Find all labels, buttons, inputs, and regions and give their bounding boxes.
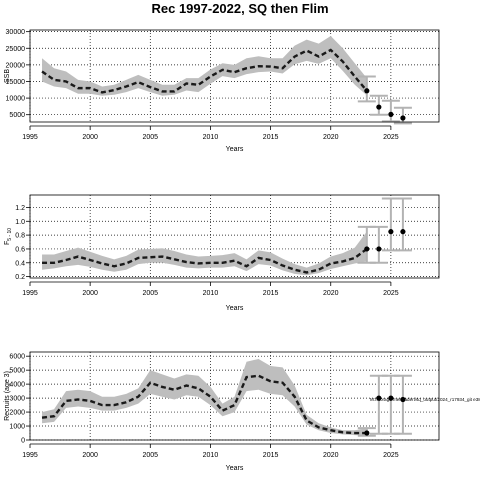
y-tick-label: 6000 (9, 354, 25, 361)
projection-point (388, 395, 394, 401)
y-tick-label: 30000 (6, 29, 26, 36)
y-tick-label: 15000 (6, 79, 26, 86)
panel-3: 1995 2000 2005 2010 2015 2020 2025 0 1000 2000 300… (4, 351, 480, 472)
x-axis-label: Years (226, 146, 244, 153)
panel-2: 1995 2000 2005 2010 2015 2020 2025 0.2 0.4 0.6 0.8… (4, 194, 440, 312)
y-tick-label: 2000 (9, 410, 25, 417)
x-axis-label: Years (226, 465, 244, 472)
x-axis-label: Years (226, 305, 244, 312)
x-tick-label: 2015 (263, 452, 279, 459)
y-tick-label: 5000 (9, 368, 25, 375)
plot-frame (29, 351, 440, 441)
x-tick-label: 2015 (263, 134, 279, 141)
projection-point (364, 430, 370, 436)
projection-point (376, 395, 382, 401)
projection-point (376, 104, 382, 110)
uncertainty-band (42, 231, 367, 276)
chart-title: Rec 1997-2022, SQ then Flim (151, 1, 329, 16)
projection-point (388, 111, 394, 117)
projection-point (388, 229, 394, 235)
projection-point (400, 396, 406, 403)
projection-point (376, 246, 382, 252)
y-tick-label: 1000 (9, 424, 25, 431)
x-tick-label: 2005 (143, 290, 159, 297)
y-tick-label: 0.2 (15, 274, 25, 281)
uncertainty-band (42, 35, 367, 96)
x-tick-label: 2020 (323, 452, 339, 459)
x-tick-label: 2025 (383, 134, 399, 141)
x-tick-label: 2020 (323, 134, 339, 141)
y-tick-label: 4000 (9, 382, 25, 389)
y-tick-label: 25000 (6, 46, 26, 53)
x-tick-label: 2025 (383, 452, 399, 459)
y-tick-label: 0.4 (15, 260, 25, 267)
y-axis-label: Recruits (age 3) (4, 371, 11, 421)
y-tick-label: 0.8 (15, 233, 25, 240)
y-tick-label: 10000 (6, 96, 26, 103)
projection-point (400, 229, 406, 235)
x-tick-label: 2015 (263, 290, 279, 297)
x-tick-label: 2005 (143, 452, 159, 459)
y-tick-label: 1.0 (15, 219, 25, 226)
projection-point (400, 115, 406, 121)
y-tick-label: 0.6 (15, 246, 25, 253)
y-tick-label: 1.2 (15, 205, 25, 212)
x-tick-label: 2000 (82, 134, 98, 141)
y-tick-label: 0 (21, 438, 25, 445)
x-tick-label: 2000 (82, 452, 98, 459)
y-tick-label: 5000 (9, 112, 25, 119)
projection-point (364, 88, 370, 94)
median-line (42, 247, 368, 274)
x-tick-label: 2010 (203, 452, 219, 459)
y-axis-label: SSB (4, 69, 11, 83)
x-tick-label: 2010 (203, 290, 219, 297)
y-tick-label: 3000 (9, 396, 25, 403)
plot-frame (29, 194, 440, 279)
annotation-text: M:/storage/menhaden/sq_output/2024_r1793… (370, 397, 480, 402)
projection-point (364, 246, 370, 252)
y-tick-label: 20000 (6, 62, 26, 69)
x-tick-label: 2005 (143, 134, 159, 141)
x-tick-label: 2020 (323, 290, 339, 297)
panel-1: 1995 2000 2005 2010 2015 2020 2025 5000 10000 150… (4, 29, 440, 153)
median-line (41, 48, 368, 94)
plot-frame (29, 29, 440, 123)
uncertainty-band (42, 358, 367, 436)
x-tick-label: 2025 (383, 290, 399, 297)
x-tick-label: 1995 (22, 290, 38, 297)
x-tick-label: 2000 (82, 290, 98, 297)
x-tick-label: 1995 (22, 134, 38, 141)
x-tick-label: 2010 (203, 134, 219, 141)
y-axis-label-subscript: 5 - 10 (7, 228, 13, 241)
x-tick-label: 1995 (22, 452, 38, 459)
y-axis-label: F5 - 10 (4, 228, 13, 245)
